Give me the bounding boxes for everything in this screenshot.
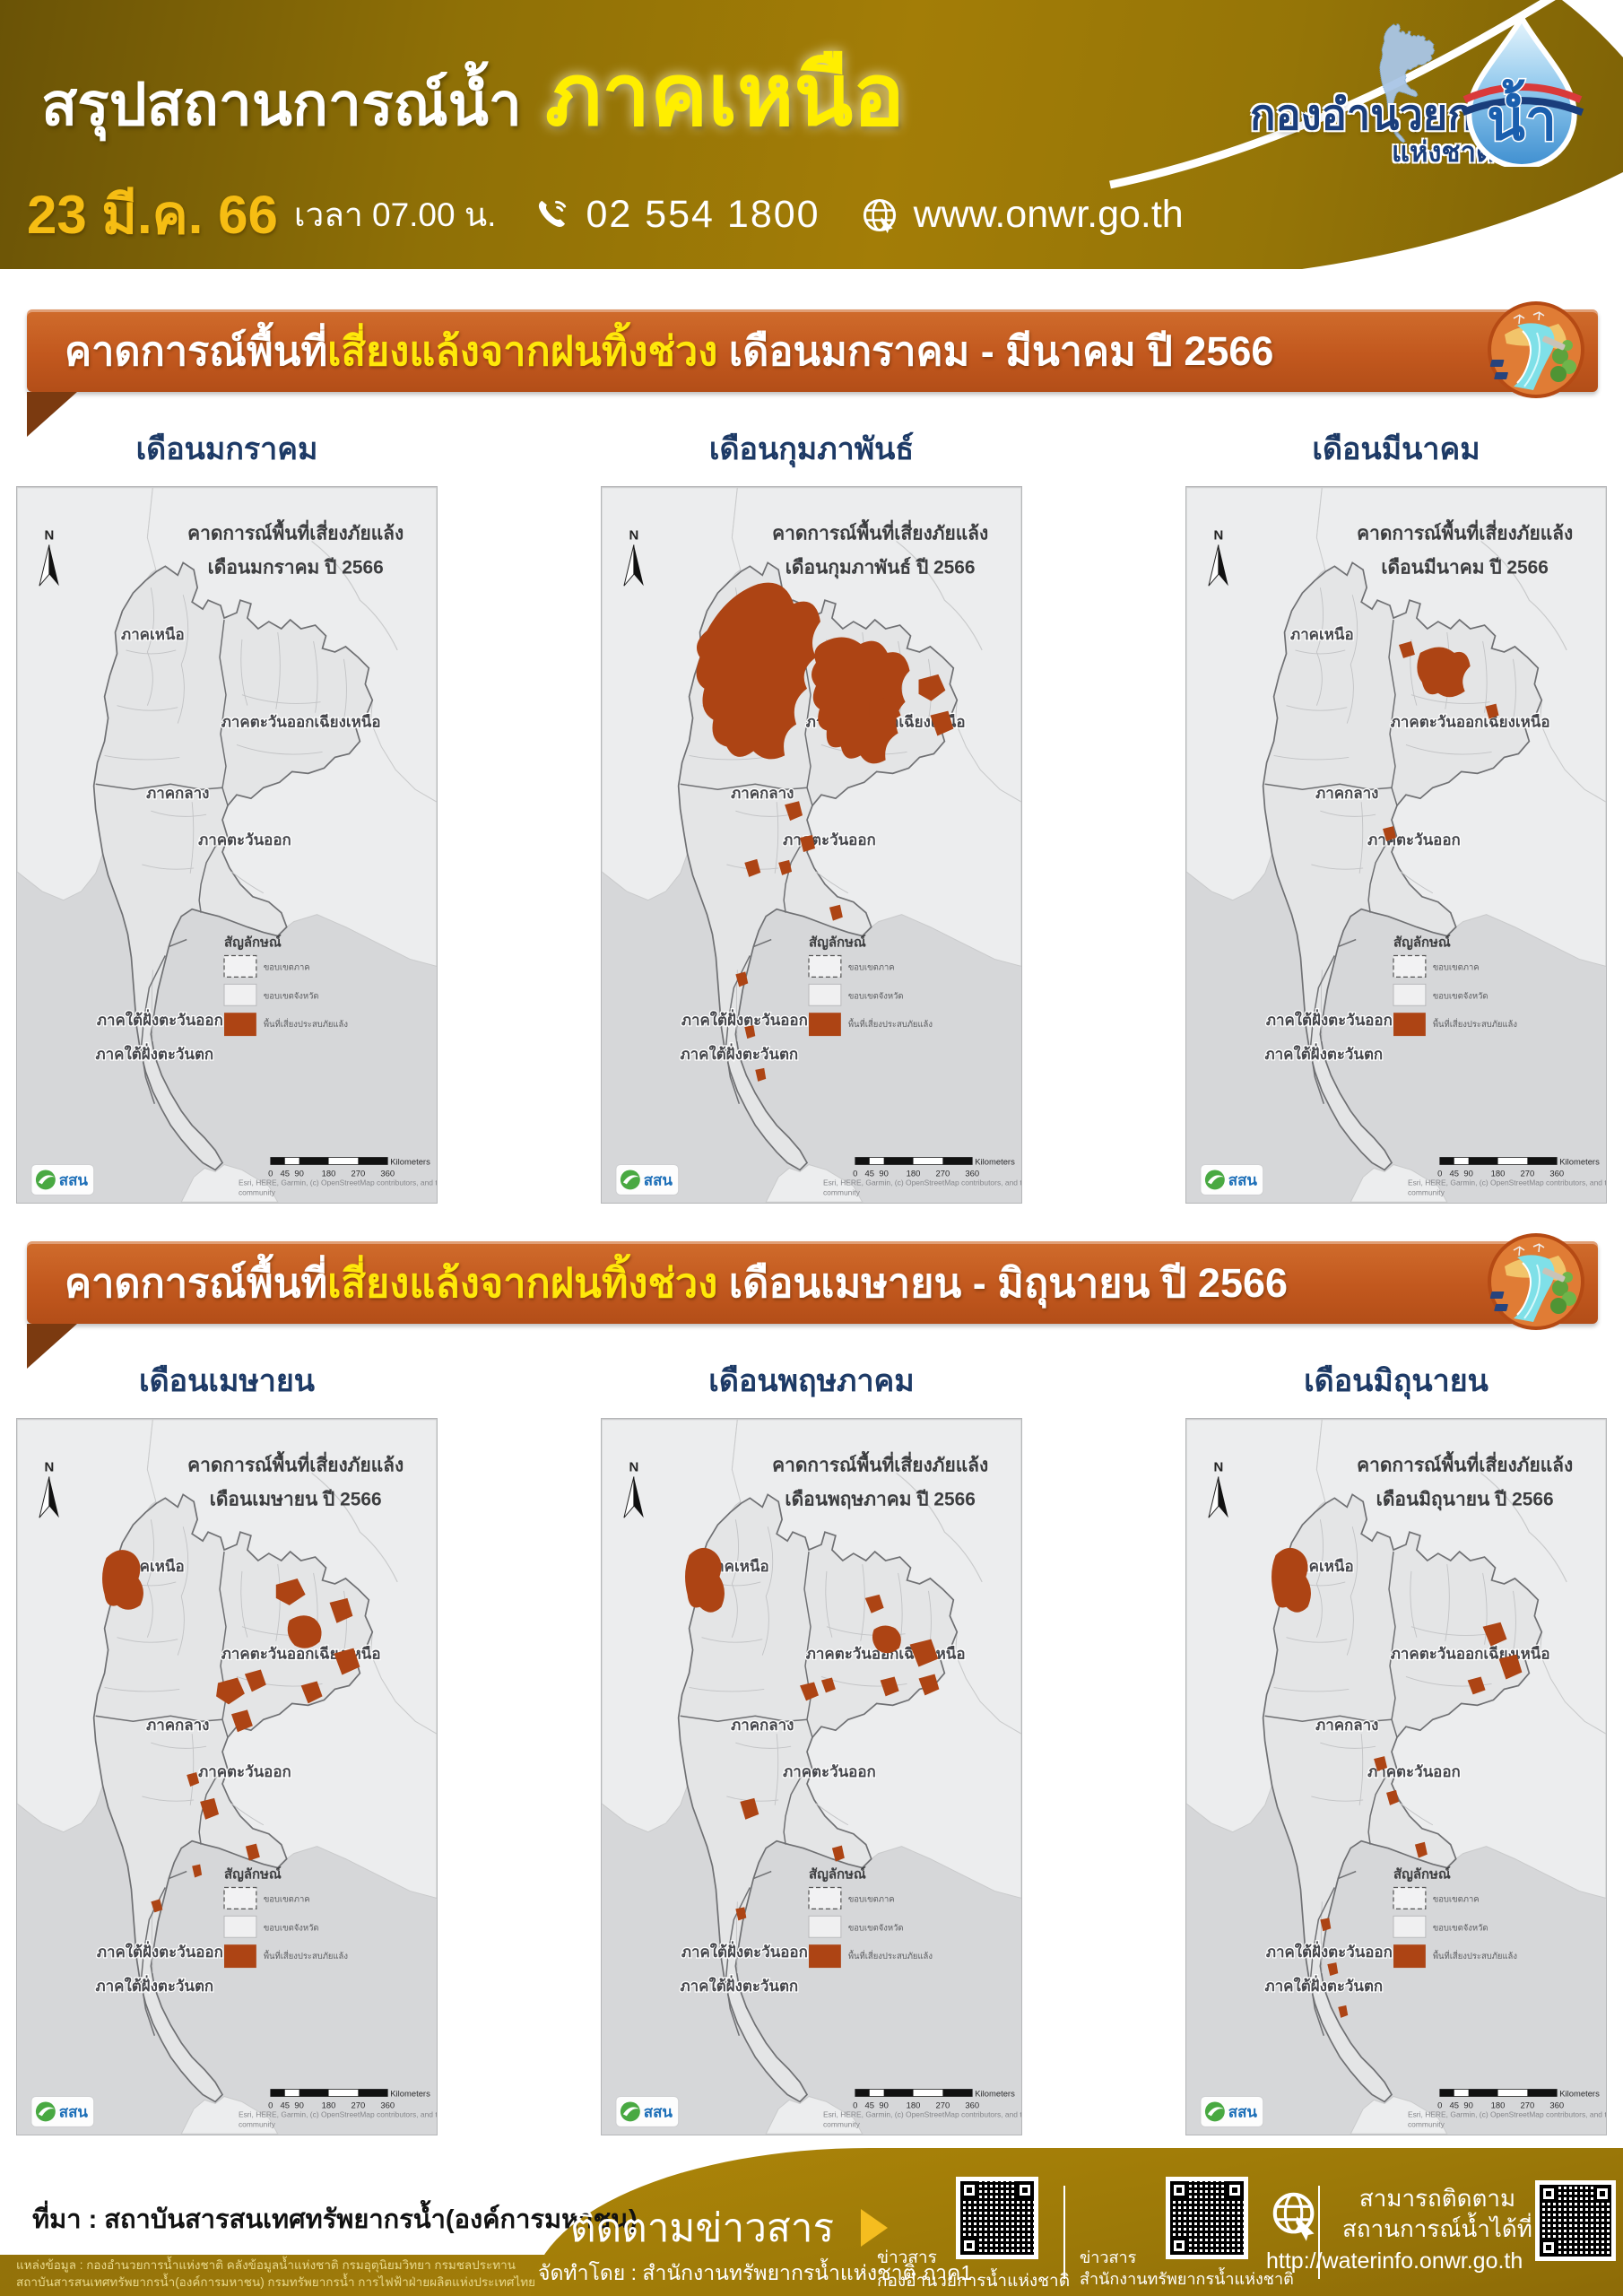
follow-news-heading: ติดตามข่าวสาร — [570, 2196, 889, 2259]
drought-map-march: เดือนมีนาคม ปี 2566 — [1185, 486, 1607, 1204]
drought-map-january: เดือนมกราคม ปี 2566 — [16, 486, 438, 1204]
waterinfo-url[interactable]: http://waterinfo.onwr.go.th — [1266, 2248, 1523, 2274]
follow-water-line2: สถานการณ์น้ำได้ที่ — [1342, 2214, 1532, 2242]
month-label-june: เดือนมิถุนายน — [1304, 1364, 1488, 1398]
month-labels-row2: เดือนเมษายน เดือนพฤษภาคม เดือนมิถุนายน — [0, 1356, 1623, 1405]
map-subtitle-february: เดือนกุมภาพันธ์ ปี 2566 — [785, 556, 976, 578]
phone-icon — [539, 200, 567, 227]
month-label-may: เดือนพฤษภาคม — [708, 1364, 915, 1398]
drop-logo-text: น้ำ — [1487, 79, 1557, 152]
month-label-april: เดือนเมษายน — [138, 1364, 316, 1398]
map-subtitle-march: เดือนมีนาคม ปี 2566 — [1381, 556, 1549, 578]
play-arrow-icon — [861, 2209, 889, 2247]
data-sources-fineprint: แหล่งข้อมูล : กองอำนวยการน้ำแห่งชาติ คลั… — [16, 2257, 535, 2292]
maps-row1: เดือนมกราคม ปี 2566 เดือนกุมภาพันธ์ ปี 2… — [0, 486, 1623, 1204]
globe-cursor-icon — [1272, 2192, 1315, 2241]
drought-map-may: เดือนพฤษภาคม ปี 2566 — [601, 1418, 1022, 2135]
qr2-label: ข่าวสาร สำนักงานทรัพยากรน้ำแห่งชาติ — [1080, 2247, 1294, 2291]
maps-row2: เดือนเมษายน ปี 2566 เดือนพฤษภาคม ปี 2566… — [0, 1418, 1623, 2135]
page-footer: ที่มา : สถาบันสารสนเทศทรัพยากรน้ำ(องค์กา… — [0, 2148, 1623, 2296]
qr2-label-line1: ข่าวสาร — [1080, 2248, 1137, 2266]
month-label-march: เดือนมีนาคม — [1312, 432, 1480, 466]
month-label-february: เดือนกุมภาพันธ์ — [708, 432, 915, 466]
globe-icon — [863, 198, 896, 233]
drought-map-june: เดือนมิถุนายน ปี 2566 — [1185, 1418, 1607, 2135]
page-title-region: ภาคเหนือ — [544, 48, 905, 144]
section-header-apr-jun: คาดการณ์พื้นที่เสี่ยงแล้งจากฝนทิ้งช่วง เ… — [27, 1233, 1598, 1369]
fineprint-line1: แหล่งข้อมูล : กองอำนวยการน้ำแห่งชาติ คลั… — [16, 2257, 516, 2272]
date-bar: 23 มี.ค. 66 เวลา 07.00 น. 02 554 1800 ww… — [27, 172, 1184, 257]
section-title: คาดการณ์พื้นที่เสี่ยงแล้งจากฝนทิ้งช่วง เ… — [65, 318, 1273, 383]
report-time: เวลา 07.00 น. — [293, 196, 497, 233]
footer-divider — [1063, 2186, 1065, 2279]
website-link[interactable]: www.onwr.go.th — [913, 193, 1184, 236]
water-drop-logo-icon: น้ำ — [1461, 13, 1584, 167]
qr-code-waterinfo — [1535, 2180, 1616, 2261]
drought-map-february: เดือนกุมภาพันธ์ ปี 2566 — [601, 486, 1022, 1204]
section-title-suffix: เดือนมกราคม - มีนาคม ปี 2566 — [717, 328, 1274, 374]
section-title-suffix: เดือนเมษายน - มิถุนายน ปี 2566 — [717, 1260, 1289, 1306]
month-labels-row1: เดือนมกราคม เดือนกุมภาพันธ์ เดือนมีนาคม — [0, 424, 1623, 473]
report-date: 23 มี.ค. 66 — [27, 185, 278, 245]
qr2-label-line2: สำนักงานทรัพยากรน้ำแห่งชาติ — [1080, 2270, 1294, 2289]
section-header-jan-mar: คาดการณ์พื้นที่เสี่ยงแล้งจากฝนทิ้งช่วง เ… — [27, 301, 1598, 437]
header-swoosh-decoration — [1109, 0, 1623, 269]
qr1-label: ข่าวสาร กองอำนวยการน้ำแห่งชาติ — [877, 2247, 1070, 2292]
data-source-text: ที่มา : สถาบันสารสนเทศทรัพยากรน้ำ(องค์กา… — [32, 2205, 638, 2234]
section-title-prefix: คาดการณ์พื้นที่ — [65, 328, 328, 374]
follow-water-line1: สามารถติดตาม — [1358, 2185, 1516, 2212]
map-subtitle-january: เดือนมกราคม ปี 2566 — [208, 556, 384, 578]
section-title-highlight: เสี่ยงแล้งจากฝนทิ้งช่วง — [327, 1260, 718, 1306]
map-subtitle-may: เดือนพฤษภาคม ปี 2566 — [785, 1488, 975, 1509]
footer-gold-panel — [531, 2148, 1623, 2296]
map-subtitle-june: เดือนมิถุนายน ปี 2566 — [1376, 1488, 1554, 1510]
drought-map-april: เดือนเมษายน ปี 2566 — [16, 1418, 438, 2135]
section-icon — [1488, 301, 1584, 398]
month-label-january: เดือนมกราคม — [135, 432, 318, 466]
page-title: สรุปสถานการณ์น้ำ ภาคเหนือ — [41, 27, 905, 163]
section-icon — [1488, 1233, 1584, 1330]
page-header: สรุปสถานการณ์น้ำ ภาคเหนือ 23 มี.ค. 66 เวล… — [0, 0, 1623, 269]
hotline-number: 02 554 1800 — [586, 193, 820, 236]
follow-water-text: สามารถติดตาม สถานการณ์น้ำได้ที่ — [1341, 2184, 1533, 2245]
section-title-highlight: เสี่ยงแล้งจากฝนทิ้งช่วง — [327, 328, 718, 374]
page-title-main: สรุปสถานการณ์น้ำ — [41, 71, 522, 137]
footer-divider — [1318, 2186, 1320, 2279]
qr-code-onwr-office-news — [1166, 2177, 1248, 2259]
qr-code-onwr-news — [956, 2177, 1038, 2259]
section-title-prefix: คาดการณ์พื้นที่ — [65, 1260, 328, 1306]
fineprint-line2: สถาบันสารสนเทศทรัพยากรน้ำ(องค์การมหาชน) … — [16, 2275, 536, 2290]
qr1-label-line1: ข่าวสาร — [877, 2248, 937, 2267]
onwr-logo: กองอำนวยการ แห่งชาติ น้ำ — [1250, 5, 1600, 172]
prepared-by-text: จัดทำโดย : สำนักงานทรัพยากรน้ำแห่งชาติ ภ… — [538, 2261, 973, 2284]
section-title: คาดการณ์พื้นที่เสี่ยงแล้งจากฝนทิ้งช่วง เ… — [65, 1250, 1288, 1315]
map-subtitle-april: เดือนเมษายน ปี 2566 — [210, 1488, 382, 1509]
follow-news-label: ติดตามข่าวสาร — [570, 2206, 835, 2250]
qr1-label-line2: กองอำนวยการน้ำแห่งชาติ — [877, 2271, 1071, 2291]
